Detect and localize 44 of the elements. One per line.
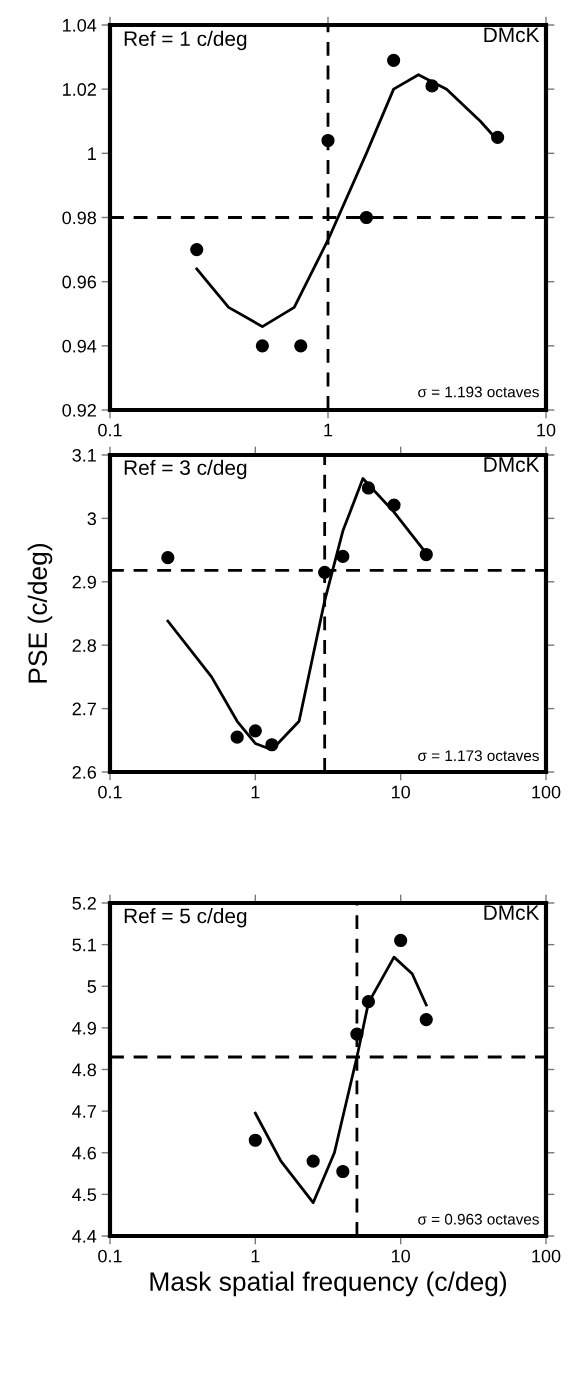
y-tick-label: 0.96: [62, 275, 97, 289]
x-tick-label: 0.1: [98, 423, 122, 437]
x-tick-label: 1: [251, 785, 260, 799]
y-tick-label: 4.6: [72, 1146, 97, 1160]
x-tick-label: 10: [537, 423, 556, 437]
annotation: σ = 1.193 octaves: [418, 386, 539, 398]
y-tick-label: 1.04: [63, 18, 97, 32]
y-tick-label: 4.8: [72, 1063, 97, 1077]
y-tick-label: 2.9: [72, 575, 96, 589]
x-tick-label: 10: [392, 785, 410, 799]
y-tick-label: 1.02: [63, 83, 96, 96]
annotation: Ref = 3 c/deg: [124, 459, 247, 480]
x-tick-label: 0.1: [98, 785, 122, 799]
x-axis-title: Mask spatial frequency (c/deg): [150, 1271, 507, 1297]
y-tick-label: 2.6: [72, 765, 97, 779]
x-tick-label: 1: [251, 1249, 260, 1263]
annotation: DMcK: [484, 905, 540, 920]
y-tick-label: 4.4: [72, 1230, 97, 1243]
annotation: Ref = 1 c/deg: [124, 30, 247, 51]
x-tick-label: 100: [532, 1249, 561, 1263]
y-tick-label: 3: [87, 512, 97, 526]
annotation: DMcK: [484, 27, 540, 43]
x-tick-label: 0.1: [98, 1249, 122, 1263]
y-tick-label: 5: [87, 980, 97, 993]
y-tick-label: 4.7: [72, 1105, 96, 1118]
y-tick-label: 5.2: [72, 896, 96, 910]
annotation: σ = 1.173 octaves: [418, 750, 539, 762]
y-tick-label: 5.1: [72, 938, 96, 952]
y-tick-label: 3.1: [72, 448, 96, 462]
y-tick-label: 2.8: [72, 639, 97, 652]
x-tick-label: 1: [324, 423, 333, 437]
y-tick-label: 1: [88, 147, 96, 160]
x-tick-label: 10: [392, 1249, 410, 1263]
y-tick-label: 0.98: [62, 211, 97, 225]
y-tick-label: 4.5: [72, 1188, 97, 1202]
annotation: Ref = 5 c/deg: [124, 908, 247, 928]
annotation: σ = 0.963 octaves: [418, 1213, 539, 1225]
y-tick-label: 0.92: [62, 403, 96, 417]
x-tick-label: 100: [532, 785, 561, 799]
y-tick-label: 4.9: [72, 1021, 96, 1035]
annotation: DMcK: [484, 457, 540, 472]
y-tick-label: 0.94: [62, 339, 97, 353]
y-axis-title: PSE (c/deg): [27, 544, 53, 683]
y-tick-label: 2.7: [72, 702, 96, 716]
